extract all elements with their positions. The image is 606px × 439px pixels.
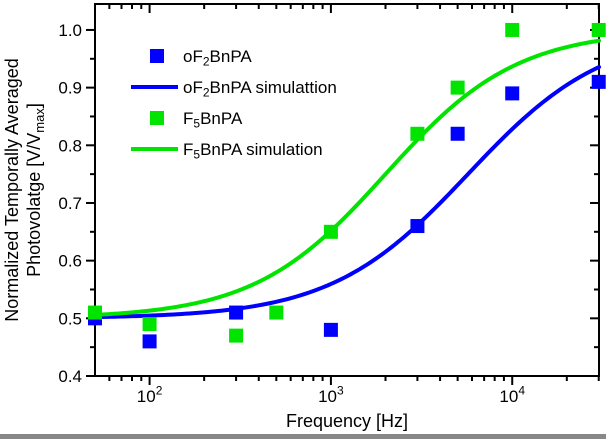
y-axis-title-line2: Photovolatge [V/Vmax]: [24, 103, 47, 277]
legend-marker-oF2BnPA: [150, 49, 164, 63]
legend-item-oF2BnPA: oF2BnPA: [150, 47, 252, 69]
y-tick-label: 0.8: [58, 136, 82, 155]
data-point-oF2BnPA: [505, 86, 520, 101]
legend: oF2BnPA oF2BnPA simulattion F5BnPA F5BnPA s…: [131, 47, 337, 162]
y-tick-label: 0.4: [58, 367, 82, 386]
curve-oF2BnPA-simulation: [93, 65, 601, 320]
data-point-F5BnPA: [142, 317, 157, 332]
x-axis-title: Frequency [Hz]: [286, 411, 408, 431]
y-tick-label: 0.5: [58, 309, 82, 328]
data-point-F5BnPA: [450, 80, 465, 95]
series-F5BnPA: [88, 22, 606, 343]
legend-label-oF2BnPA: oF2BnPA: [183, 47, 252, 69]
data-point-F5BnPA: [88, 305, 102, 320]
legend-item-F5BnPA-simulation: F5BnPA simulation: [131, 140, 323, 162]
x-axis: 102 103 104: [108, 4, 600, 406]
y-axis: 0.4 0.5 0.6 0.7 0.8 0.9 1.0: [58, 21, 599, 386]
y-tick-label: 0.7: [58, 194, 82, 213]
y-tick-label: 0.9: [58, 79, 82, 98]
series-F5BnPA-simulation: [93, 38, 601, 317]
x-tick-label: 103: [318, 383, 344, 406]
legend-label-F5BnPA: F5BnPA: [183, 109, 243, 131]
x-tick-label: 104: [499, 383, 525, 406]
data-point-F5BnPA: [269, 305, 284, 320]
data-point-oF2BnPA: [450, 126, 465, 141]
legend-marker-F5BnPA: [150, 111, 164, 125]
legend-label-F5BnPA-simulation: F5BnPA simulation: [183, 140, 323, 162]
y-tick-label: 0.6: [58, 252, 82, 271]
data-point-oF2BnPA: [323, 322, 338, 337]
x-tick-label: 102: [137, 383, 163, 406]
legend-item-F5BnPA: F5BnPA: [150, 109, 243, 131]
y-tick-label: 1.0: [58, 21, 82, 40]
data-point-F5BnPA: [591, 22, 606, 37]
plot-frame: [94, 3, 600, 377]
data-point-oF2BnPA: [591, 74, 606, 89]
data-point-F5BnPA: [505, 22, 520, 37]
curve-F5BnPA-simulation: [93, 38, 601, 317]
series-oF2BnPA-simulation: [93, 65, 601, 320]
legend-label-oF2BnPA-simulation: oF2BnPA simulattion: [183, 78, 337, 100]
data-point-oF2BnPA: [142, 334, 157, 349]
y-axis-title-line1: Normalized Temporally Averaged: [2, 58, 22, 321]
legend-item-oF2BnPA-simulation: oF2BnPA simulattion: [131, 78, 337, 100]
data-point-F5BnPA: [229, 328, 244, 343]
